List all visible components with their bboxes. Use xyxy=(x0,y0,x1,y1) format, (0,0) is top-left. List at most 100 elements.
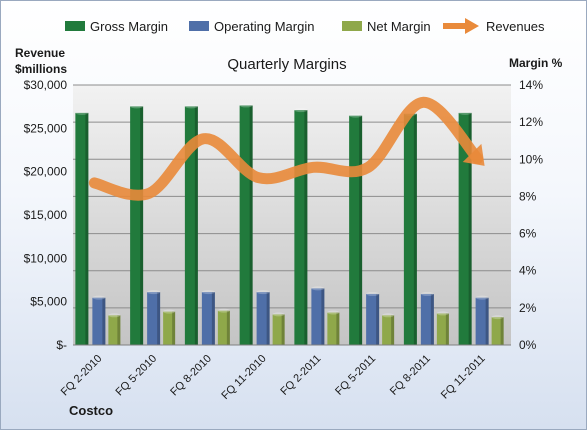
bar-cap xyxy=(436,311,449,316)
revenues-point xyxy=(203,138,205,140)
bar-cap xyxy=(382,313,395,318)
left-axis-tick-label: $- xyxy=(56,338,67,352)
bar-cap xyxy=(163,309,176,314)
bar-cap xyxy=(239,103,253,108)
x-axis-category-label: FQ 8-2010 xyxy=(168,353,214,399)
bar-net-margin xyxy=(272,314,285,345)
legend: Gross Margin Operating Margin Net Margin… xyxy=(65,18,545,34)
right-axis-tick-label: 8% xyxy=(519,189,537,203)
revenues-point xyxy=(367,166,369,168)
left-axis-tick-label: $25,000 xyxy=(24,121,68,135)
x-axis-category-label: FQ 11-2011 xyxy=(439,353,488,402)
bar-cap xyxy=(294,108,308,113)
bar-shade xyxy=(140,106,144,345)
bar-cap xyxy=(256,290,270,295)
legend-label-gross-margin: Gross Margin xyxy=(90,19,168,34)
bar-shade xyxy=(85,112,89,345)
revenues-point xyxy=(422,101,424,103)
bar-operating-margin xyxy=(92,297,106,345)
right-axis-tick-label: 6% xyxy=(519,227,537,241)
right-axis-title: Margin % xyxy=(509,56,563,70)
bar-cap xyxy=(475,295,489,300)
left-axis-tick-label: $10,000 xyxy=(24,251,68,265)
bar-net-margin xyxy=(163,311,176,345)
bar-shade xyxy=(359,115,363,346)
chart-title: Quarterly Margins xyxy=(227,56,346,73)
x-axis-category-label: FQ 2-2011 xyxy=(278,353,323,398)
bar-shade xyxy=(468,112,472,345)
bar-shade xyxy=(413,113,417,346)
bar-shade xyxy=(430,293,434,345)
legend-swatch-gross-margin xyxy=(65,21,85,31)
bar-cap xyxy=(201,290,215,295)
bar-gross-margin xyxy=(458,112,472,345)
x-axis-category-label: FQ 8-2011 xyxy=(388,353,433,398)
left-axis-tick-label: $5,000 xyxy=(30,295,67,309)
x-axis-category-label: FQ 5-2010 xyxy=(114,353,160,399)
bar-shade xyxy=(445,313,449,345)
bar-operating-margin xyxy=(475,297,489,345)
bar-shade xyxy=(500,317,504,345)
left-axis-tick-label: $30,000 xyxy=(24,78,68,92)
revenues-point xyxy=(93,182,95,184)
line-series xyxy=(88,96,485,201)
bar-shade xyxy=(172,311,176,345)
right-axis-tick-label: 12% xyxy=(519,115,543,129)
bar-cap xyxy=(420,291,434,296)
bar-cap xyxy=(458,110,472,115)
bar-cap xyxy=(272,312,285,317)
bar-shade xyxy=(102,297,106,345)
bar-net-margin xyxy=(108,315,121,345)
bar-operating-margin xyxy=(420,293,434,345)
bar-shade xyxy=(391,315,395,345)
revenues-point xyxy=(148,192,150,194)
x-axis-category-label: FQ 11-2010 xyxy=(219,353,268,402)
plot-background xyxy=(73,85,511,345)
left-axis-tick-label: $20,000 xyxy=(24,165,68,179)
revenues-point xyxy=(258,177,260,179)
bar-shade xyxy=(304,110,308,345)
bar-shade xyxy=(266,292,270,345)
legend-swatch-operating-margin xyxy=(189,21,209,31)
bar-gross-margin xyxy=(184,106,198,345)
right-axis-tick-label: 0% xyxy=(519,338,537,352)
bar-operating-margin xyxy=(311,288,325,345)
bar-cap xyxy=(327,310,340,315)
bar-cap xyxy=(217,308,230,313)
legend-label-net-margin: Net Margin xyxy=(367,19,431,34)
bar-operating-margin xyxy=(147,292,161,345)
bar-net-margin xyxy=(327,312,340,345)
right-axis-tick-label: 4% xyxy=(519,264,537,278)
revenues-line xyxy=(88,96,484,201)
bar-cap xyxy=(108,313,121,318)
revenues-arrowhead xyxy=(462,143,485,166)
bar-net-margin xyxy=(436,313,449,345)
bar-shade xyxy=(117,315,121,345)
bar-net-margin xyxy=(217,310,230,345)
bar-operating-margin xyxy=(366,293,380,345)
legend-swatch-revenues xyxy=(443,18,479,34)
left-axis-title-line1: Revenue xyxy=(15,46,65,60)
bar-shade xyxy=(194,106,198,345)
bar-cap xyxy=(349,113,363,118)
bar-shade xyxy=(249,105,253,345)
bar-shade xyxy=(321,288,325,345)
bar-cap xyxy=(184,104,198,109)
bar-shade xyxy=(336,312,340,345)
revenues-point xyxy=(312,166,314,168)
bar-net-margin xyxy=(491,317,504,345)
bar-gross-margin xyxy=(130,106,144,345)
legend-swatch-net-margin xyxy=(342,21,362,31)
x-axis-category-label: FQ 2-2010 xyxy=(59,353,105,399)
bar-net-margin xyxy=(382,315,395,345)
legend-label-operating-margin: Operating Margin xyxy=(214,19,314,34)
bar-shade xyxy=(281,314,285,345)
bar-cap xyxy=(311,286,325,291)
bar-cap xyxy=(92,295,106,300)
bar-cap xyxy=(130,104,144,109)
right-axis-tick-label: 14% xyxy=(519,78,543,92)
bar-shade xyxy=(211,292,215,345)
bar-gross-margin xyxy=(403,113,417,346)
bar-shade xyxy=(157,292,161,345)
bar-cap xyxy=(491,315,504,320)
